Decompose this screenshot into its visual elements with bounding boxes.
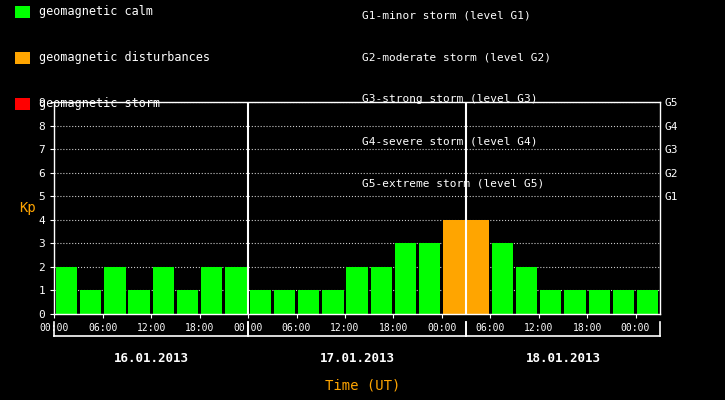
Text: Time (UT): Time (UT) [325, 379, 400, 393]
Text: G4-severe storm (level G4): G4-severe storm (level G4) [362, 136, 538, 146]
Bar [637, 290, 658, 314]
Text: G2-moderate storm (level G2): G2-moderate storm (level G2) [362, 52, 552, 62]
Text: 17.01.2013: 17.01.2013 [320, 352, 394, 365]
Bar [128, 290, 150, 314]
Bar [201, 267, 223, 314]
Bar [443, 220, 465, 314]
Text: 18.01.2013: 18.01.2013 [526, 352, 600, 365]
Bar [298, 290, 319, 314]
Bar [153, 267, 174, 314]
Bar [249, 290, 271, 314]
Bar [80, 290, 102, 314]
Bar [589, 290, 610, 314]
Bar [564, 290, 586, 314]
Text: geomagnetic storm: geomagnetic storm [39, 98, 160, 110]
Bar [322, 290, 344, 314]
Bar [540, 290, 561, 314]
Bar [516, 267, 537, 314]
Bar [492, 243, 513, 314]
Text: geomagnetic calm: geomagnetic calm [39, 6, 153, 18]
Bar [419, 243, 440, 314]
Bar [104, 267, 125, 314]
Bar [177, 290, 198, 314]
Y-axis label: Kp: Kp [19, 201, 36, 215]
Bar [468, 220, 489, 314]
Bar [274, 290, 295, 314]
Text: geomagnetic disturbances: geomagnetic disturbances [39, 52, 210, 64]
Bar [225, 267, 246, 314]
Text: G3-strong storm (level G3): G3-strong storm (level G3) [362, 94, 538, 104]
Text: G5-extreme storm (level G5): G5-extreme storm (level G5) [362, 178, 544, 188]
Bar [370, 267, 392, 314]
Text: 16.01.2013: 16.01.2013 [114, 352, 188, 365]
Bar [395, 243, 416, 314]
Bar [56, 267, 77, 314]
Bar [347, 267, 368, 314]
Text: G1-minor storm (level G1): G1-minor storm (level G1) [362, 10, 531, 20]
Bar [613, 290, 634, 314]
